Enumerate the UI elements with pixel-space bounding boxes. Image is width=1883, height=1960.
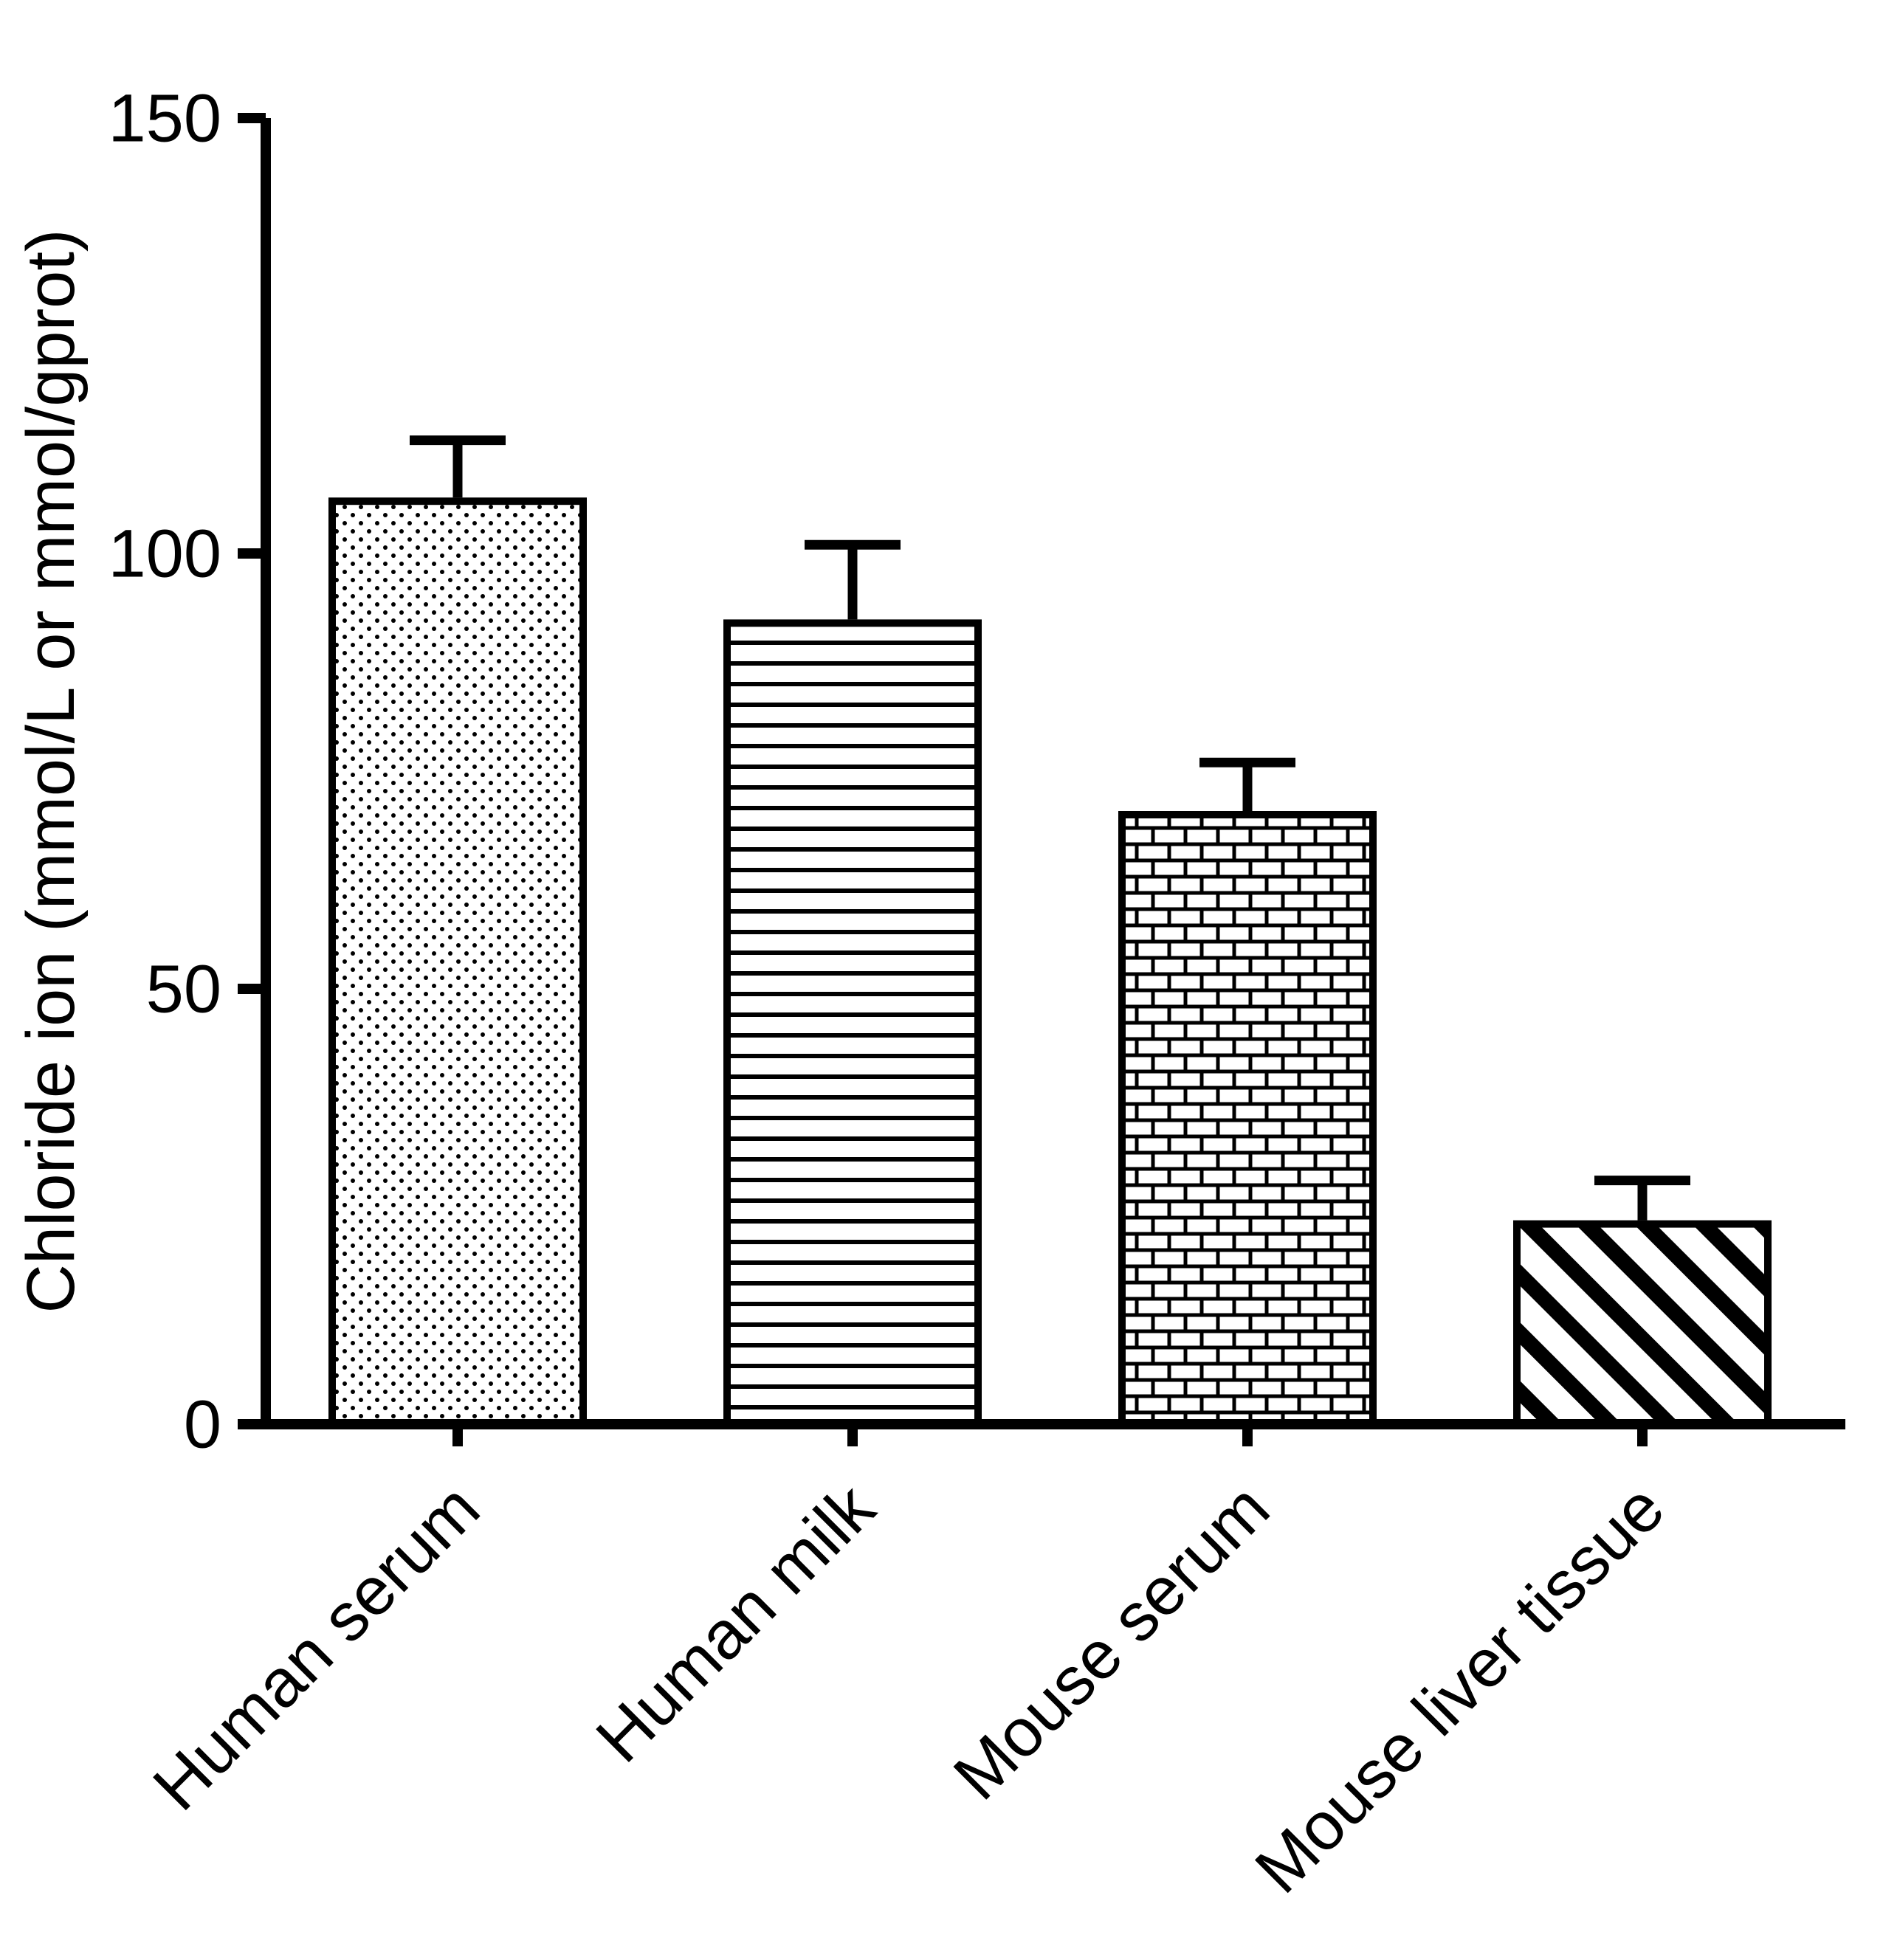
- y-tick-label: 50: [146, 951, 221, 1026]
- bar-mouse-liver-tissue: [1513, 1220, 1772, 1428]
- y-axis-title: Chloride ion (mmol/L or mmol/gprot): [13, 229, 89, 1313]
- x-axis-label: Human milk: [582, 1469, 889, 1776]
- bar-mouse-serum: [1118, 811, 1377, 1428]
- bar-human-serum: [328, 497, 587, 1429]
- x-axis-label: Mouse liver tissue: [1241, 1470, 1679, 1908]
- y-tick-label: 0: [184, 1387, 221, 1462]
- bar-human-milk: [723, 619, 982, 1428]
- y-tick-label: 100: [109, 516, 222, 591]
- plot-area: 0 50 100 150 Human serum Human milk Mouse seru…: [13, 80, 1845, 1908]
- x-axis-label: Mouse serum: [940, 1470, 1284, 1814]
- x-axis-label: Human serum: [139, 1470, 494, 1825]
- y-tick-label: 150: [109, 80, 222, 156]
